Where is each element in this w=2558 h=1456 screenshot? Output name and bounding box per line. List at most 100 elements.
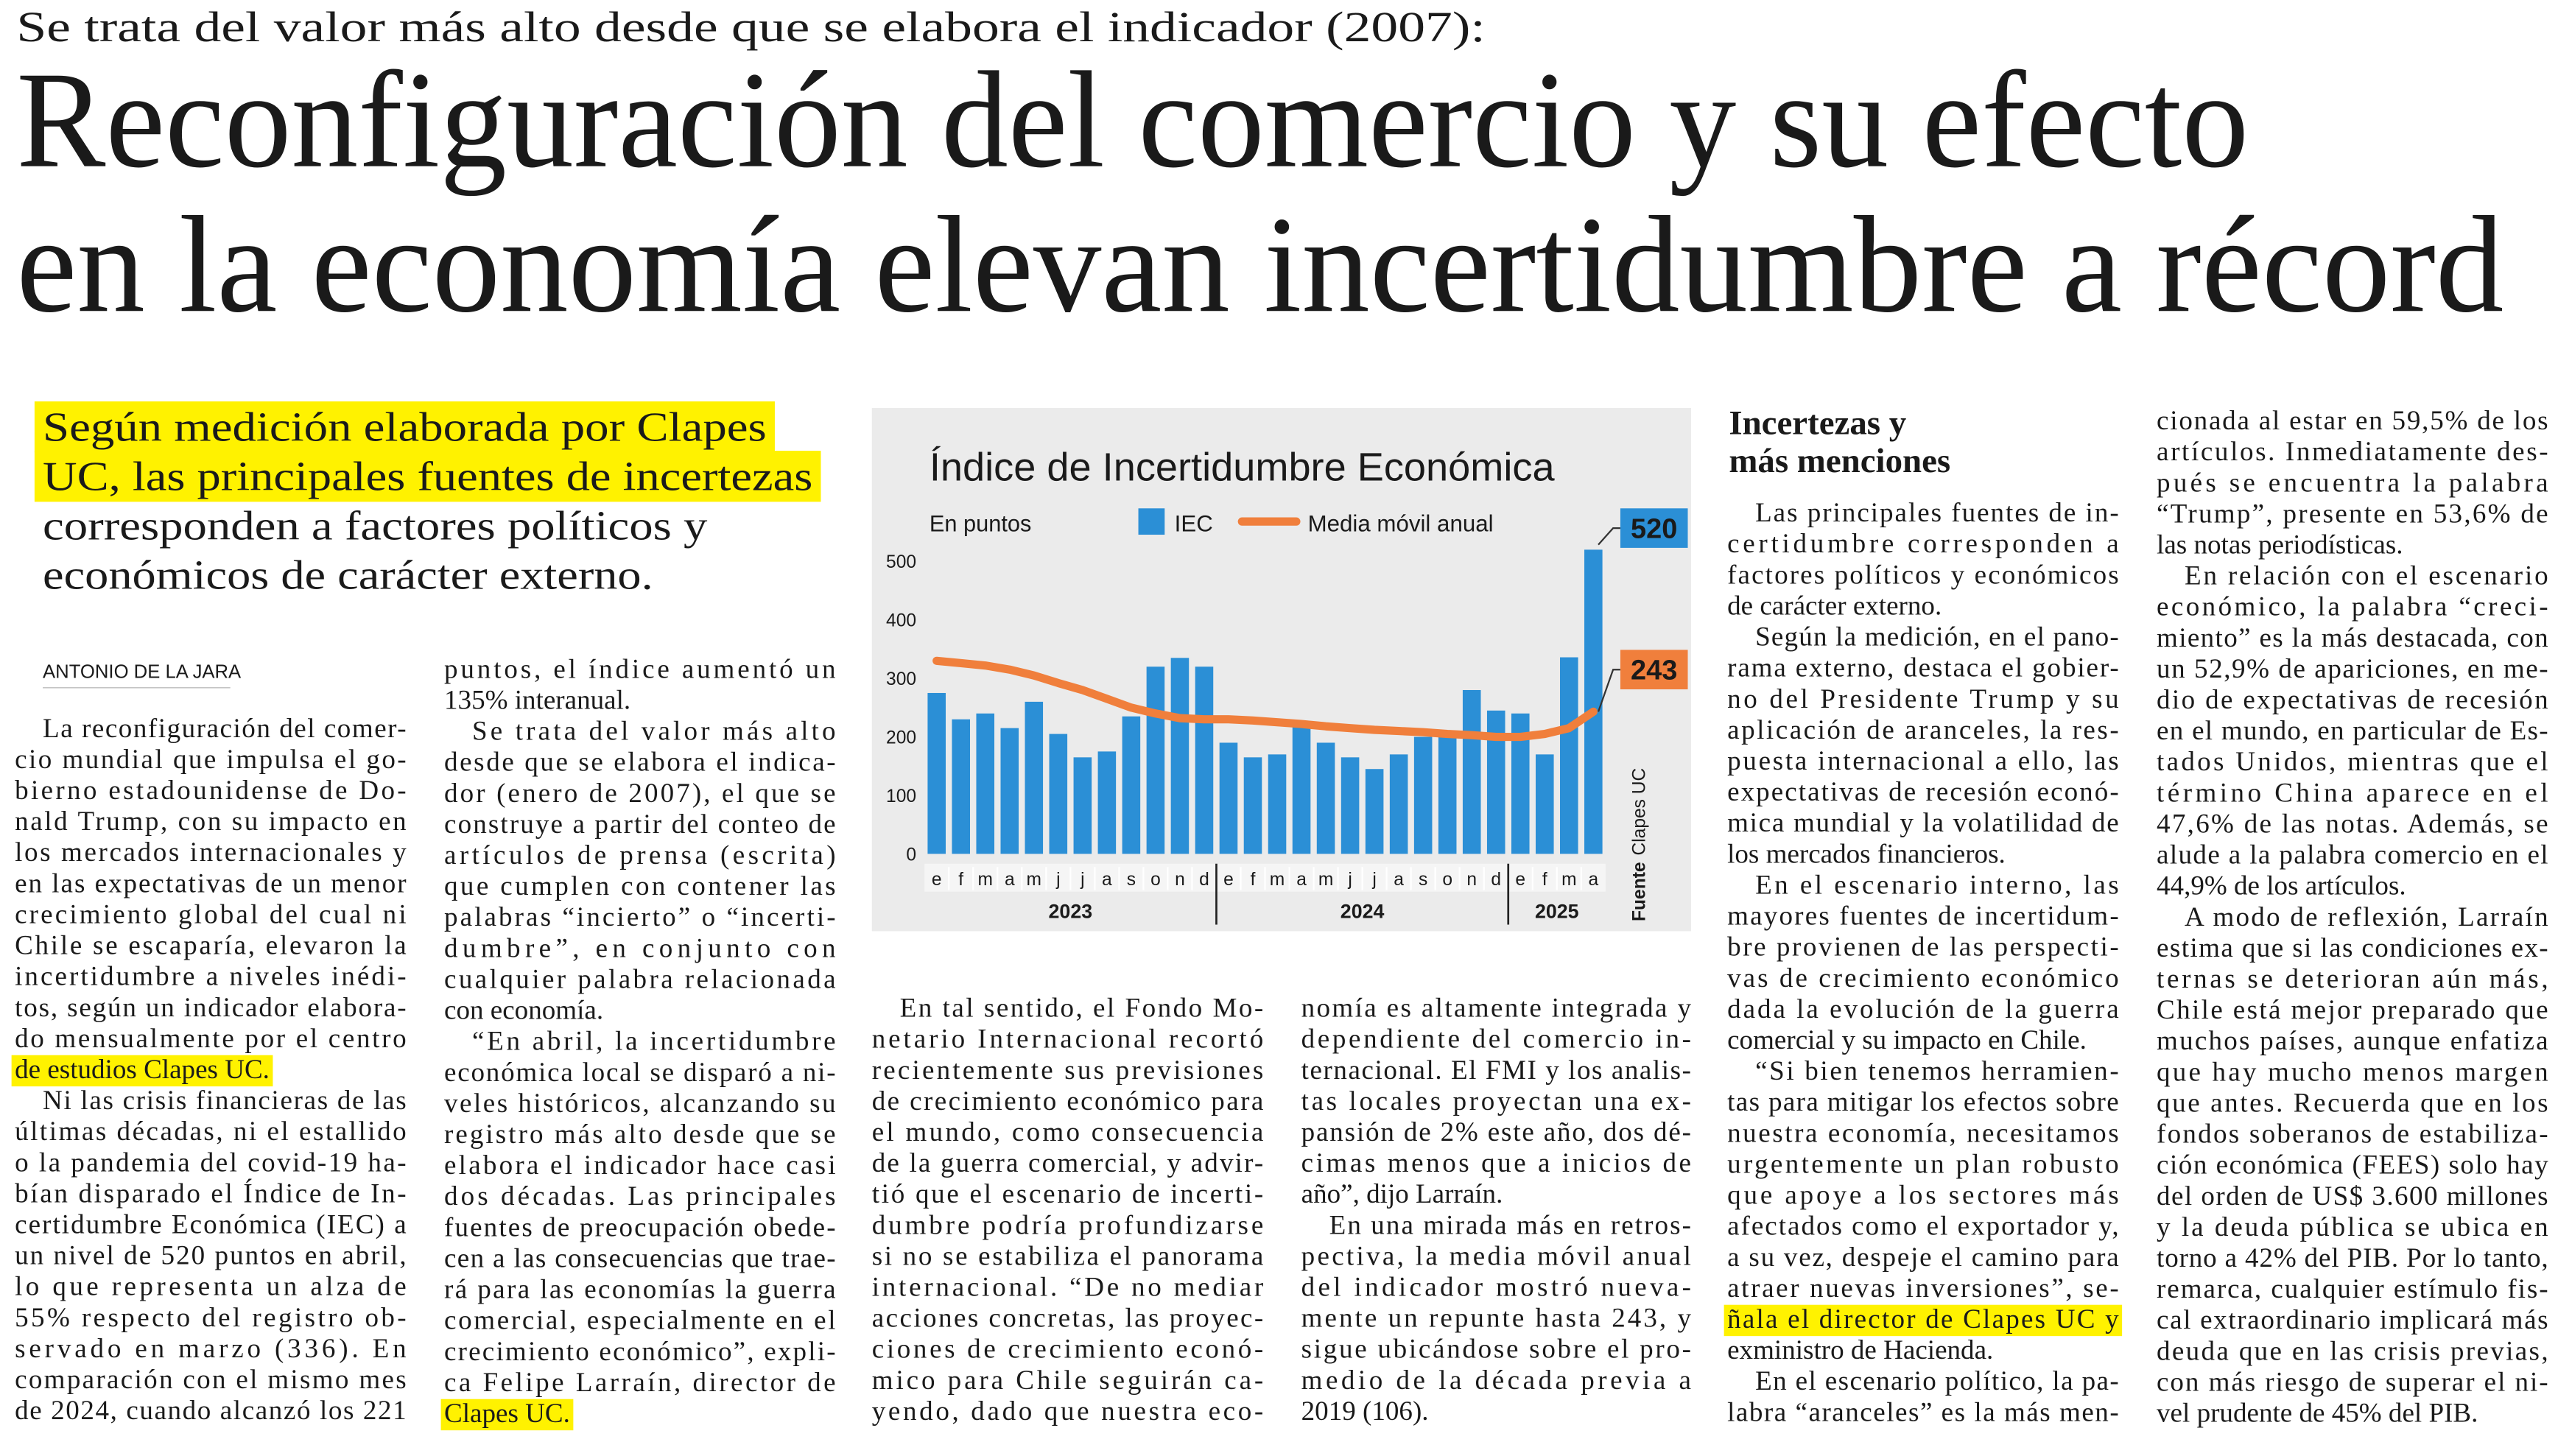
body-line: comercial y su impacto en Chile.	[1727, 1025, 2087, 1055]
body-line: bre provienen de las perspecti-	[1727, 932, 2119, 963]
bar	[1195, 667, 1214, 854]
body-line: Según la medición, en el pano-	[1755, 622, 2119, 653]
body-line: “Si bien tenemos herramien-	[1755, 1056, 2119, 1086]
body-line: nald Trump, con su impacto en	[15, 806, 407, 837]
x-tick-label: f	[958, 870, 963, 890]
body-line: mico para Chile seguirán ca-	[872, 1365, 1264, 1396]
x-tick-label: a	[1394, 870, 1404, 890]
bar	[1219, 742, 1238, 854]
body-line: nomía es altamente integrada y	[1301, 993, 1692, 1024]
body-line: pués se encuentra la palabra	[2157, 468, 2548, 498]
source-text: Clapes UC	[1629, 768, 1649, 856]
x-tick-label: d	[1491, 870, 1501, 890]
body-line: sigue ubicándose sobre el pro-	[1301, 1334, 1691, 1365]
body-line: En relación con el escenario	[2185, 561, 2548, 591]
sidebar-heading: Incertezas y	[1729, 404, 1906, 443]
bar	[952, 719, 971, 854]
body-line: el mundo, como consecuencia	[872, 1117, 1264, 1147]
y-tick-label: 0	[906, 845, 916, 865]
body-line: dos décadas. Las principales	[444, 1181, 836, 1211]
bar	[1486, 710, 1505, 854]
body-line: año”, dijo Larraín.	[1301, 1179, 1503, 1209]
body-line: y la deuda pública se ubica en	[2157, 1212, 2548, 1242]
body-line: con más riesgo de superar el ni-	[2157, 1367, 2548, 1397]
body-line: económico, la palabra “creci-	[2157, 592, 2548, 622]
bar	[1462, 689, 1481, 854]
body-line: mente un repunte hasta 243, y	[1301, 1304, 1692, 1334]
body-line: los mercados financieros.	[1727, 839, 2006, 869]
body-line: los mercados internacionales y	[15, 837, 407, 868]
x-tick-label: j	[1347, 870, 1352, 890]
highlight	[440, 1399, 574, 1431]
year-label: 2023	[1049, 901, 1093, 923]
y-axis-label: En puntos	[930, 511, 1031, 537]
body-line: En una mirada más en retros-	[1329, 1210, 1691, 1240]
body-line: artículos de prensa (escrita)	[444, 840, 836, 871]
body-line: pansión de 2% este año, dos dé-	[1301, 1117, 1691, 1147]
body-line: Chile está mejor preparado que	[2157, 995, 2548, 1025]
year-label: 2025	[1535, 901, 1579, 923]
bar	[1073, 757, 1092, 854]
body-line: certidumbre Económica (IEC) a	[15, 1210, 407, 1240]
body-line: deuda que en las crisis previas,	[2157, 1336, 2548, 1366]
body-line: cualquier palabra relacionada	[444, 964, 836, 994]
byline: ANTONIO DE LA JARA	[43, 661, 242, 682]
body-line: las notas periodísticas.	[2157, 530, 2403, 560]
body-line: netario Internacional recortó	[872, 1024, 1264, 1055]
body-line: certidumbre corresponden a	[1727, 529, 2119, 559]
body-line: cen a las consecuencias que trae-	[444, 1243, 836, 1273]
y-tick-label: 400	[886, 611, 916, 631]
body-line: de crecimiento económico para	[872, 1086, 1264, 1116]
body-line: no del Presidente Trump y su	[1727, 684, 2119, 714]
body-line: cal extraordinario implicará más	[2157, 1305, 2548, 1335]
body-line: en las expectativas de un menor	[15, 868, 407, 898]
body-line: afectados como el exportador y,	[1727, 1211, 2119, 1242]
bar	[1560, 657, 1578, 854]
body-line: con economía.	[444, 996, 603, 1026]
body-line: 47,6% de las notas. Además, se	[2157, 809, 2548, 839]
bar	[1097, 751, 1117, 854]
bar	[1000, 728, 1019, 854]
body-line: un nivel de 520 puntos en abril,	[15, 1241, 407, 1271]
legend-label: Media móvil anual	[1308, 511, 1494, 537]
value-label-box	[1620, 508, 1688, 548]
chart-source: Fuente Clapes UC	[1629, 768, 1649, 921]
sidebar-heading: más menciones	[1729, 442, 1950, 480]
body-line: ternacional. El FMI y los analis-	[1301, 1055, 1691, 1086]
y-tick-label: 200	[886, 728, 916, 748]
y-tick-label: 300	[886, 669, 916, 689]
body-line: tió que el escenario de incerti-	[872, 1179, 1264, 1209]
body-line: “En abril, la incertidumbre	[472, 1027, 836, 1057]
body-line: En tal sentido, el Fondo Mo-	[900, 993, 1264, 1024]
body-line: veles históricos, alcanzando su	[444, 1089, 836, 1119]
body-line: yendo, dado que nuestra eco-	[872, 1396, 1264, 1427]
body-line: Clapes UC.	[444, 1399, 570, 1429]
body-line: torno a 42% del PIB. Por lo tanto,	[2157, 1243, 2548, 1273]
body-line: “Trump”, presente en 53,6% de	[2157, 499, 2548, 529]
body-line: desde que se elabora el indica-	[444, 748, 836, 778]
x-tick-label: s	[1127, 870, 1136, 890]
headline: en la economía elevan incertidumbre a ré…	[16, 188, 2503, 341]
body-line: cio mundial que impulsa el go-	[15, 745, 407, 775]
lead-line: UC, las principales fuentes de incerteza…	[43, 454, 812, 500]
body-line: Ni las crisis financieras de las	[43, 1086, 407, 1116]
body-line: tos, según un indicador elabora-	[15, 993, 407, 1023]
bar	[1341, 757, 1360, 854]
body-line: dor (enero de 2007), el que se	[444, 778, 836, 809]
body-line: pectiva, la media móvil anual	[1301, 1241, 1691, 1271]
body-line: factores políticos y económicos	[1727, 560, 2119, 590]
bar	[1535, 754, 1554, 854]
year-label: 2024	[1341, 901, 1385, 923]
body-line: En el escenario político, la pa-	[1755, 1366, 2119, 1396]
legend-swatch	[1138, 508, 1165, 535]
x-tick-label: j	[1371, 870, 1376, 890]
body-line: de la guerra comercial, y advir-	[872, 1148, 1264, 1178]
y-tick-label: 500	[886, 552, 916, 572]
body-line: A modo de reflexión, Larraín	[2185, 902, 2548, 932]
body-line: La reconfiguración del comer-	[43, 714, 407, 744]
lead-line: corresponden a factores políticos y	[43, 504, 707, 549]
bar	[1316, 742, 1335, 854]
body-line: un 52,9% de apariciones, en me-	[2157, 654, 2548, 684]
body-line: puesta internacional a ello, las	[1727, 746, 2119, 776]
